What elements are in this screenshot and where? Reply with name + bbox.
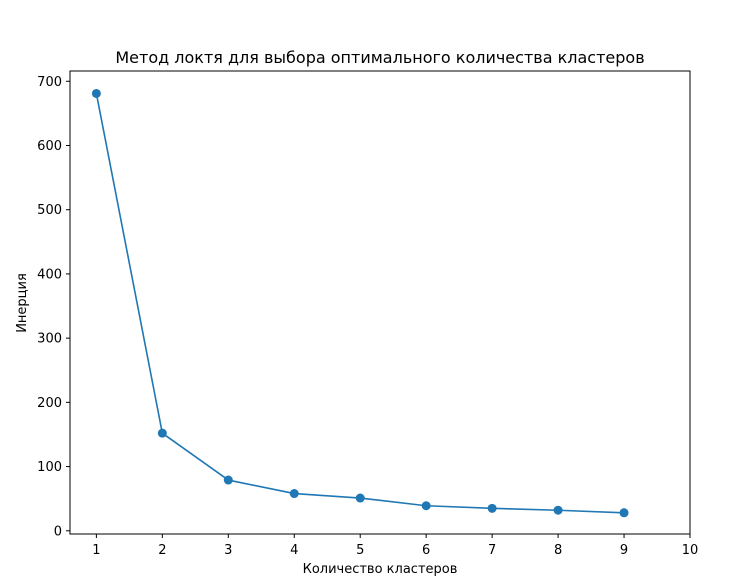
x-tick-label: 5	[356, 543, 364, 558]
y-tick-label: 400	[37, 267, 62, 282]
data-point	[91, 88, 101, 98]
data-point	[289, 489, 299, 499]
data-point	[487, 503, 497, 513]
x-axis-label: Количество кластеров	[303, 562, 458, 577]
data-point	[157, 428, 167, 438]
data-point	[421, 501, 431, 511]
x-tick-label: 1	[92, 543, 100, 558]
x-tick-label: 8	[554, 543, 562, 558]
y-tick-label: 500	[37, 203, 62, 218]
data-point	[355, 493, 365, 503]
chart-title: Метод локтя для выбора оптимального коли…	[115, 48, 644, 67]
y-tick-label: 200	[37, 396, 62, 411]
x-tick-label: 4	[290, 543, 298, 558]
data-point	[223, 475, 233, 485]
x-tick-label: 6	[422, 543, 430, 558]
x-tick-label: 9	[620, 543, 628, 558]
y-tick-label: 700	[37, 75, 62, 90]
y-tick-label: 100	[37, 460, 62, 475]
data-point	[553, 505, 563, 515]
y-axis-label: Инерция	[15, 273, 30, 333]
x-tick-label: 10	[682, 543, 699, 558]
axes-frame	[69, 70, 691, 535]
x-tick-label: 3	[224, 543, 232, 558]
x-tick-label: 2	[158, 543, 166, 558]
y-tick-label: 600	[37, 139, 62, 154]
data-point	[619, 508, 629, 518]
series-line	[95, 93, 625, 514]
y-tick-label: 300	[37, 332, 62, 347]
y-tick-label: 0	[54, 524, 62, 539]
x-tick-label: 7	[488, 543, 496, 558]
